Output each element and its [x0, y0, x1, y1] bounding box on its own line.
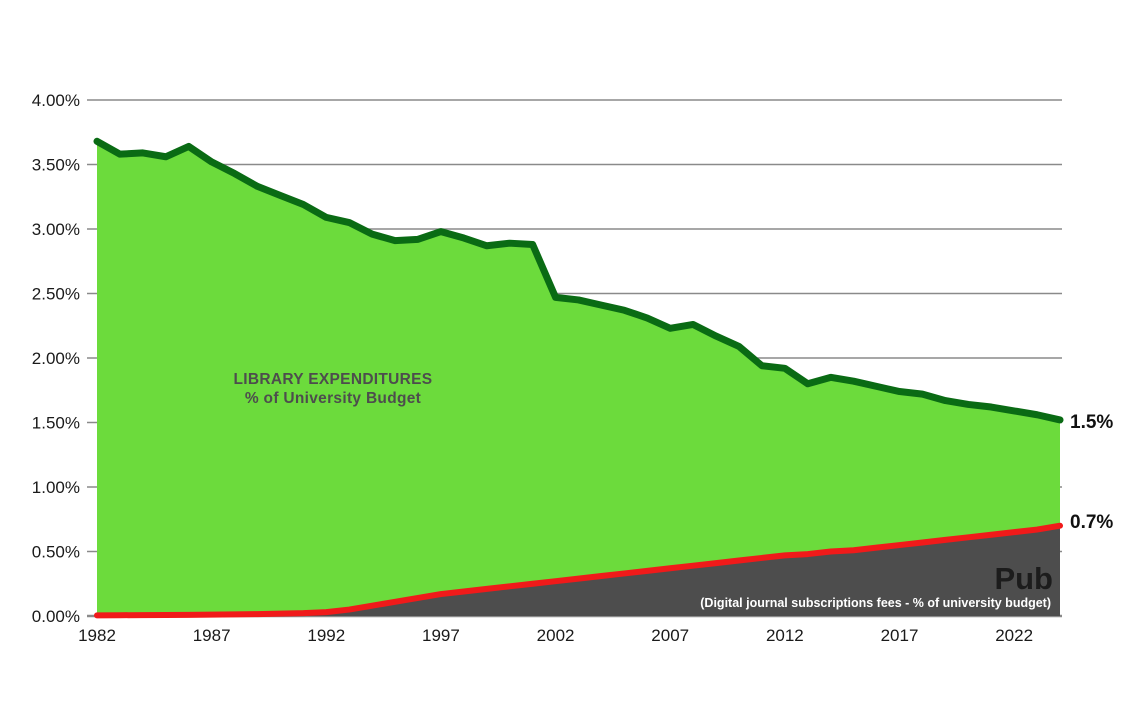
end-value-labels: 1.5% 0.7%	[1070, 412, 1113, 533]
series-layer	[93, 137, 1064, 619]
x-axis-tick-labels: 1982 1987 1992 1997 2002 2007 2012 2017 2022	[78, 626, 1033, 645]
publisher-fees-line	[94, 522, 1063, 619]
pub-annotation: Pub	[994, 561, 1053, 596]
x-tick-2007: 2007	[651, 626, 689, 645]
y-tick-3.50%: 3.50%	[32, 156, 80, 175]
x-tick-1997: 1997	[422, 626, 460, 645]
pub-sub-annotation: (Digital journal subscriptions fees - % …	[700, 596, 1051, 610]
library-expenditures-area	[97, 141, 1060, 616]
y-axis-tick-labels: 0.00% 0.50% 1.00% 1.50% 2.00% 2.50% 3.00% 3.50%…	[32, 91, 80, 626]
library-annotation-line2: % of University Budget	[245, 390, 421, 407]
y-tick-4.00%: 4.00%	[32, 91, 80, 110]
y-tick-1.50%: 1.50%	[32, 414, 80, 433]
x-tick-2012: 2012	[766, 626, 804, 645]
x-tick-2002: 2002	[537, 626, 575, 645]
y-tick-0.50%: 0.50%	[32, 543, 80, 562]
x-tick-2017: 2017	[881, 626, 919, 645]
y-tick-2.50%: 2.50%	[32, 285, 80, 304]
x-tick-1992: 1992	[307, 626, 345, 645]
x-tick-1987: 1987	[193, 626, 231, 645]
library-annotation-line1: LIBRARY EXPENDITURES	[234, 371, 433, 388]
publisher-end-value-label: 0.7%	[1070, 512, 1113, 533]
library-expenditures-line	[93, 137, 1064, 424]
x-tick-1982: 1982	[78, 626, 116, 645]
y-tick-3.00%: 3.00%	[32, 220, 80, 239]
x-tick-2022: 2022	[995, 626, 1033, 645]
y-tick-1.00%: 1.00%	[32, 478, 80, 497]
annotation-layer: LIBRARY EXPENDITURES % of University Bud…	[234, 371, 1053, 610]
publisher-fees-area	[97, 525, 1060, 616]
y-tick-0.00%: 0.00%	[32, 607, 80, 626]
library-end-value-label: 1.5%	[1070, 412, 1113, 433]
y-tick-2.00%: 2.00%	[32, 349, 80, 368]
